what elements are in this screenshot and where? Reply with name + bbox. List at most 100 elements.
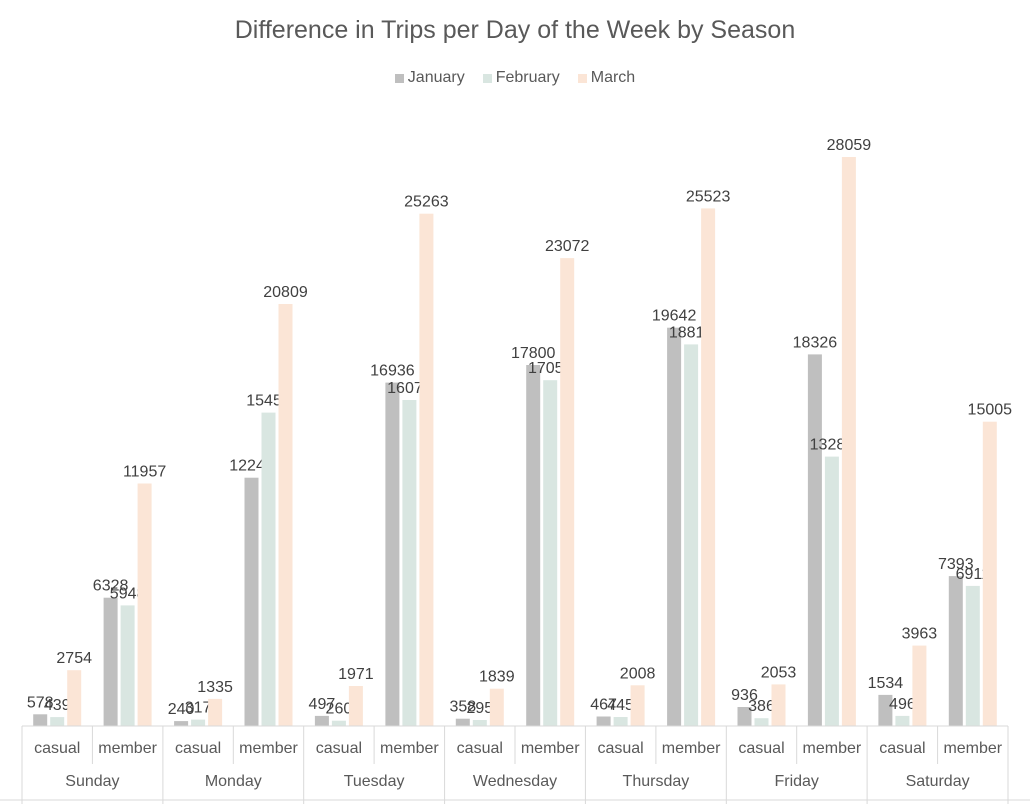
chart-title: Difference in Trips per Day of the Week … [234,16,796,44]
bar [878,694,893,726]
data-label: 1335 [197,679,233,696]
bar [526,365,541,726]
bar [455,718,470,726]
subcategory-label: casual [738,740,784,757]
data-label: 439 [44,697,71,714]
data-label: 317 [185,700,212,717]
subcategory-label: member [98,740,157,757]
bar [120,605,135,726]
data-label: 2053 [761,664,797,681]
legend-label: February [495,69,560,86]
data-label: 2754 [56,650,92,667]
data-label: 467 [590,697,617,714]
bar [965,585,980,726]
legend-swatch [482,73,492,83]
data-label: 6328 [93,578,129,595]
bar [419,213,434,726]
bar [261,412,276,726]
data-label: 5948 [110,585,146,602]
bar [489,688,504,726]
data-label: 28059 [827,137,872,154]
data-label: 578 [27,694,54,711]
group-label: Saturday [906,773,970,790]
data-label: 3963 [902,626,938,643]
legend-swatch [577,73,587,83]
data-label: 16936 [370,363,415,380]
bar [103,597,118,726]
subcategory-label: casual [879,740,925,757]
data-label: 6911 [956,566,991,583]
bar [667,327,682,726]
data-label: 25263 [404,194,449,211]
data-label: 260 [326,701,353,718]
chart-legend: January February March [0,69,1030,87]
bar [385,382,400,726]
data-label: 358 [449,699,476,716]
legend-swatch [394,73,404,83]
data-label: 295 [466,700,493,717]
data-label: 15005 [968,402,1013,419]
data-label: 20809 [263,284,308,301]
bar [912,645,927,726]
legend-item: January [394,69,465,87]
data-label: 23072 [545,238,590,255]
bar [348,686,363,726]
bar [278,304,293,726]
subcategory-label: casual [34,740,80,757]
group-label: Wednesday [473,773,557,790]
subcategory-label: casual [597,740,643,757]
bar [596,716,611,726]
bar [982,421,997,726]
data-label: 18326 [793,334,838,351]
data-label: 936 [731,687,758,704]
data-label: 17800 [511,345,556,362]
group-label: Sunday [65,773,119,790]
data-label: 19642 [652,308,697,325]
group-label: Tuesday [344,773,405,790]
data-label: 11957 [123,464,166,481]
data-label: 1839 [479,669,515,686]
data-label: 25523 [686,188,731,205]
data-label: 1534 [868,675,904,692]
bar [613,717,628,726]
legend-item: March [577,69,636,87]
data-label: 496 [889,696,916,713]
bar [771,684,786,726]
group-label: Thursday [623,773,690,790]
bar [50,717,65,726]
bar [314,715,329,726]
bar [841,157,856,726]
data-label: 445 [607,697,634,714]
data-label: 497 [309,696,336,713]
data-label: 7393 [938,556,974,573]
subcategory-label: casual [316,740,362,757]
bar [807,354,822,726]
bar [895,715,910,726]
bar [684,344,699,726]
data-label: 386 [748,698,775,715]
data-label: 240 [168,701,195,718]
group-label: Monday [205,773,262,790]
bar [560,258,575,726]
bar [174,721,189,726]
subcategory-label: member [662,740,721,757]
bar [33,714,48,726]
bar [244,477,259,726]
bar [191,719,206,726]
legend-label: March [590,69,636,86]
bar [701,208,716,726]
subcategory-label: member [380,740,439,757]
group-label: Friday [774,773,818,790]
subcategory-label: casual [457,740,503,757]
bar [208,698,223,726]
bar [948,576,963,726]
bar [543,380,558,726]
subcategory-label: member [803,740,862,757]
legend-label: January [407,69,465,86]
subcategory-label: casual [175,740,221,757]
bar [737,707,752,726]
bar [824,456,839,726]
bar [67,670,82,726]
